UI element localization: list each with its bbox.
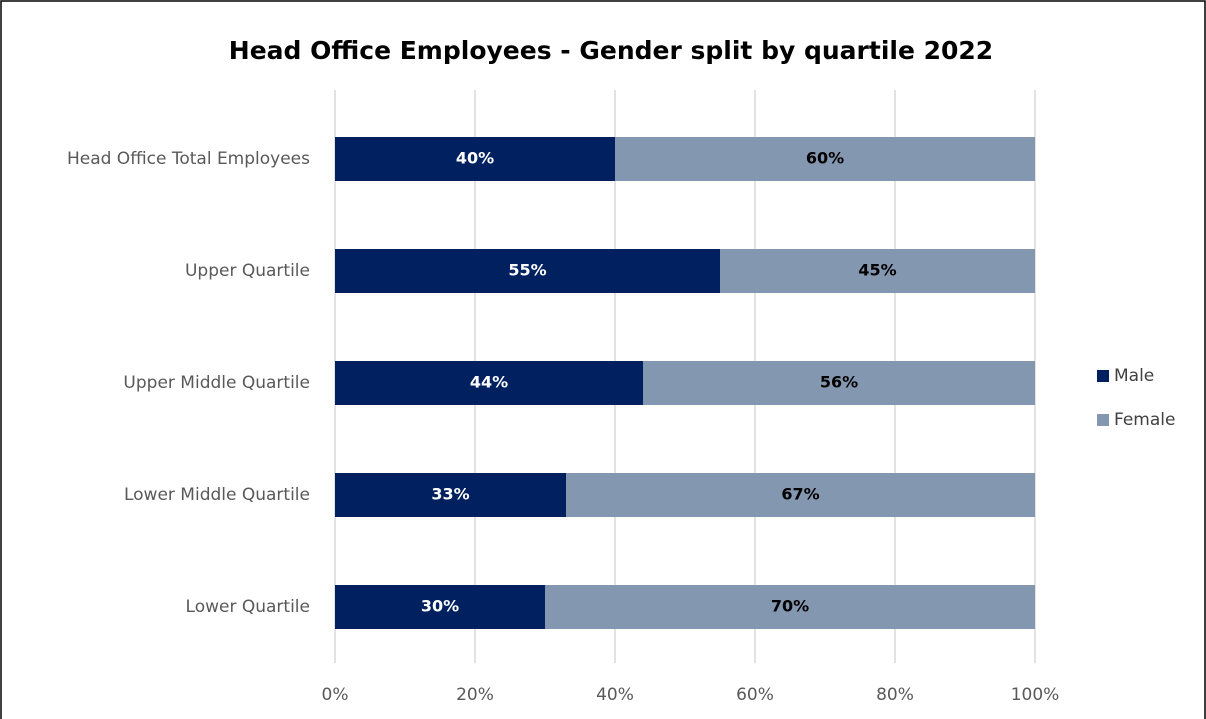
y-tick-label: Head Office Total Employees bbox=[67, 149, 310, 169]
y-tick-label: Upper Quartile bbox=[185, 261, 310, 281]
data-label: 44% bbox=[470, 373, 508, 392]
y-tick-label: Lower Quartile bbox=[186, 597, 310, 617]
data-label: 45% bbox=[858, 261, 896, 280]
x-tick-label: 100% bbox=[1011, 685, 1060, 705]
bar-segment bbox=[335, 473, 566, 517]
bar-segment bbox=[335, 361, 643, 405]
bar-segment bbox=[615, 137, 1035, 181]
data-label: 30% bbox=[421, 597, 459, 616]
bar-segment bbox=[545, 585, 1035, 629]
legend-label: Male bbox=[1114, 366, 1154, 386]
bar-segment bbox=[335, 249, 720, 293]
x-tick-label: 60% bbox=[736, 685, 774, 705]
chart-title: Head Office Employees - Gender split by … bbox=[229, 36, 993, 65]
bar-segment bbox=[335, 585, 545, 629]
legend-swatch bbox=[1097, 414, 1109, 426]
y-tick-label: Upper Middle Quartile bbox=[123, 373, 310, 393]
y-tick-label: Lower Middle Quartile bbox=[124, 485, 310, 505]
legend-label: Female bbox=[1114, 410, 1175, 430]
x-tick-label: 40% bbox=[596, 685, 634, 705]
bar-segment bbox=[643, 361, 1035, 405]
legend-swatch bbox=[1097, 370, 1109, 382]
bar-segment bbox=[335, 137, 615, 181]
x-tick-label: 80% bbox=[876, 685, 914, 705]
data-label: 70% bbox=[771, 597, 809, 616]
x-tick-label: 0% bbox=[322, 685, 349, 705]
data-label: 60% bbox=[806, 149, 844, 168]
bar-segment bbox=[566, 473, 1035, 517]
bar-segment bbox=[720, 249, 1035, 293]
data-label: 67% bbox=[781, 485, 819, 504]
data-label: 40% bbox=[456, 149, 494, 168]
x-tick-label: 20% bbox=[456, 685, 494, 705]
data-label: 55% bbox=[508, 261, 546, 280]
data-label: 56% bbox=[820, 373, 858, 392]
data-label: 33% bbox=[431, 485, 469, 504]
